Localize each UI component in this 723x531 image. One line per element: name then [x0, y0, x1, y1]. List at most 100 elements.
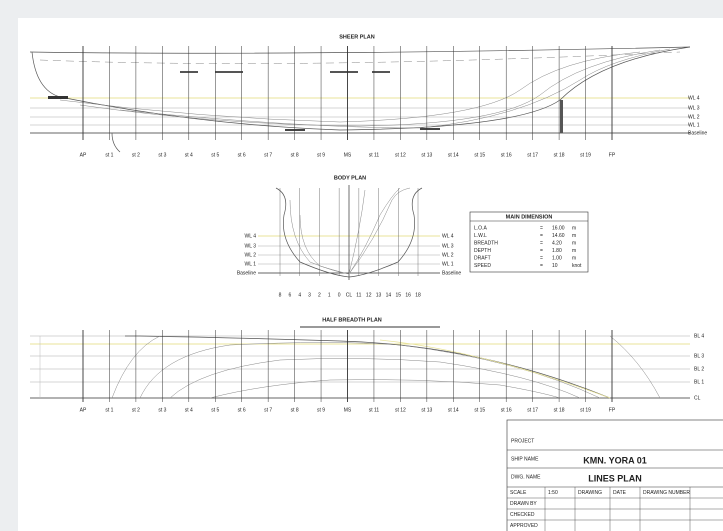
- station-label: st 7: [264, 407, 272, 413]
- grid-cell: 1:50: [548, 490, 558, 496]
- buttock-label: CL: [694, 395, 701, 401]
- dimension-cell: m: [572, 255, 576, 261]
- body-station-label: 8: [279, 292, 282, 298]
- grid-cell: APPROVED: [510, 523, 538, 529]
- station-label: st 16: [501, 407, 512, 413]
- station-label: MS: [344, 152, 352, 158]
- body-station-label: 2: [318, 292, 321, 298]
- body-station-label: 4: [298, 292, 301, 298]
- body-station-label: 13: [376, 292, 382, 298]
- body-station-label: CL: [346, 292, 353, 298]
- station-label: st 1: [105, 407, 113, 413]
- station-label: st 14: [448, 407, 459, 413]
- grid-cell: DRAWING: [578, 490, 602, 496]
- buttock-label: BL 2: [694, 366, 704, 372]
- waterline-label: WL 2: [442, 252, 454, 258]
- dimension-cell: =: [540, 240, 543, 246]
- body-station-label: 16: [405, 292, 411, 298]
- dimension-cell: 14.60: [552, 233, 565, 239]
- drawing-sheet: SHEER PLAN BODY PLAN: [0, 0, 723, 531]
- waterline-label: WL 2: [688, 114, 700, 120]
- station-label: st 5: [211, 407, 219, 413]
- dimension-cell: m: [572, 225, 576, 231]
- body-station-label: 3: [308, 292, 311, 298]
- waterline-label: WL 1: [442, 261, 454, 267]
- station-label: st 9: [317, 152, 325, 158]
- station-label: AP: [80, 407, 87, 413]
- waterline-label: WL 3: [245, 243, 257, 249]
- body-plan-title: BODY PLAN: [334, 175, 366, 181]
- grid-cell: DRAWN BY: [510, 501, 537, 507]
- station-label: st 8: [291, 152, 299, 158]
- station-label: st 19: [580, 152, 591, 158]
- dimension-cell: 4.20: [552, 240, 562, 246]
- station-label: st 15: [474, 407, 485, 413]
- dimension-cell: 1.80: [552, 248, 562, 254]
- grid-cell: DRAWING NUMBER: [643, 490, 690, 496]
- station-label: AP: [80, 152, 87, 158]
- body-station-label: 18: [415, 292, 421, 298]
- station-label: st 4: [185, 152, 193, 158]
- dimension-cell: =: [540, 263, 543, 269]
- body-station-label: 12: [366, 292, 372, 298]
- body-station-label: 0: [338, 292, 341, 298]
- waterline-label: WL 4: [245, 233, 257, 239]
- waterline-label: WL 2: [245, 252, 257, 258]
- buttock-label: BL 3: [694, 353, 704, 359]
- dimension-cell: m: [572, 248, 576, 254]
- dimensions-title: MAIN DIMENSION: [506, 214, 553, 220]
- station-label: st 2: [132, 152, 140, 158]
- dimension-cell: =: [540, 225, 543, 231]
- dimension-cell: =: [540, 248, 543, 254]
- waterline-label: WL 4: [442, 233, 454, 239]
- station-label: st 14: [448, 152, 459, 158]
- buttock-label: BL 1: [694, 379, 704, 385]
- dimension-cell: m: [572, 233, 576, 239]
- body-station-label: 11: [356, 292, 361, 298]
- sheer-plan-title: SHEER PLAN: [339, 34, 374, 40]
- station-label: st 12: [395, 407, 406, 413]
- station-label: st 19: [580, 407, 591, 413]
- project-label: PROJECT: [511, 438, 534, 444]
- waterline-label: WL 4: [688, 95, 700, 101]
- drawing-label: DWG. NAME: [511, 474, 541, 480]
- baseline-label: Baseline: [237, 270, 256, 276]
- station-label: FP: [609, 152, 616, 158]
- waterline-label: WL 3: [442, 243, 454, 249]
- station-label: st 12: [395, 152, 406, 158]
- paper: [18, 18, 723, 531]
- buttock-label: BL 4: [694, 333, 704, 339]
- waterline-label: WL 1: [688, 122, 700, 128]
- station-label: st 16: [501, 152, 512, 158]
- grid-cell: DATE: [613, 490, 627, 496]
- dimension-cell: BREADTH: [474, 240, 498, 246]
- station-label: st 8: [291, 407, 299, 413]
- baseline-label: Baseline: [688, 130, 707, 136]
- dimension-cell: knot: [572, 263, 582, 269]
- station-label: st 17: [527, 152, 538, 158]
- station-label: st 6: [238, 152, 246, 158]
- station-label: st 15: [474, 152, 485, 158]
- station-label: st 11: [369, 407, 380, 413]
- station-label: st 13: [421, 152, 432, 158]
- body-station-label: 1: [328, 292, 331, 298]
- dimension-cell: 10: [552, 263, 558, 269]
- dimension-cell: m: [572, 240, 576, 246]
- ship-label: SHIP NAME: [511, 456, 539, 462]
- station-label: st 4: [185, 407, 193, 413]
- station-label: st 5: [211, 152, 219, 158]
- grid-cell: CHECKED: [510, 512, 535, 518]
- station-label: FP: [609, 407, 616, 413]
- dimension-cell: L.W.L: [474, 233, 487, 239]
- drawing-name: LINES PLAN: [588, 473, 642, 483]
- dimension-cell: =: [540, 255, 543, 261]
- station-label: st 13: [421, 407, 432, 413]
- grid-cell: SCALE: [510, 490, 527, 496]
- station-label: st 6: [238, 407, 246, 413]
- station-label: MS: [344, 407, 352, 413]
- station-label: st 3: [158, 152, 166, 158]
- station-label: st 2: [132, 407, 140, 413]
- body-station-label: 15: [396, 292, 402, 298]
- body-station-label: 6: [288, 292, 291, 298]
- dimension-cell: =: [540, 233, 543, 239]
